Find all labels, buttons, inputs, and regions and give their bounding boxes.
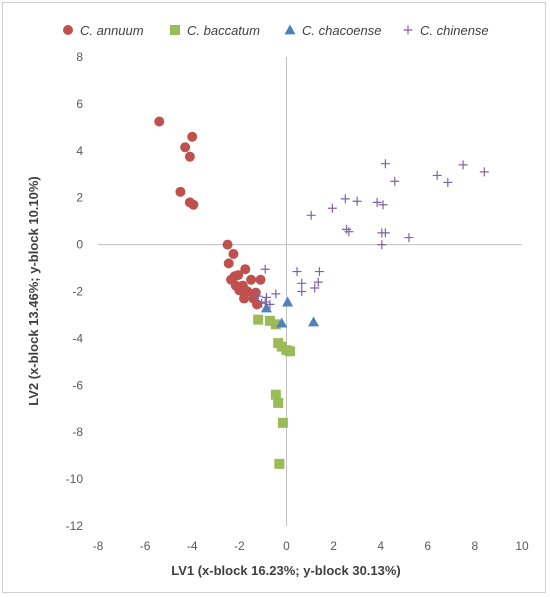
- data-point: [270, 319, 281, 330]
- data-point: [380, 159, 390, 169]
- y-axis-title: LV2 (x-block 13.46%; y-block 10.10%): [26, 176, 41, 406]
- legend-marker: [403, 25, 413, 35]
- x-tick-labels: -8 -6 -4 -2 0 2 4 6 8 10: [93, 539, 529, 553]
- y-tick-label: -10: [66, 472, 84, 486]
- data-point: [292, 267, 302, 277]
- data-point: [479, 167, 489, 177]
- legend-marker: [63, 25, 73, 35]
- data-point: [377, 240, 387, 250]
- y-tick-label: -4: [72, 331, 83, 345]
- x-tick-label: 8: [472, 539, 479, 553]
- data-point: [233, 270, 244, 281]
- data-point: [253, 291, 263, 301]
- x-tick-label: 0: [283, 539, 290, 553]
- data-point: [344, 227, 354, 237]
- data-point: [180, 142, 191, 153]
- legend: C. annuum C. baccatum C. chacoense C. chine…: [63, 23, 489, 38]
- y-tick-labels: -12 -10 -8 -6 -4 -2 0 2 4 6 8: [66, 50, 84, 533]
- data-point: [270, 389, 281, 400]
- series-group: [154, 116, 266, 310]
- data-point: [306, 210, 316, 220]
- y-tick-label: 8: [76, 50, 83, 64]
- data-point: [257, 298, 267, 308]
- x-tick-label: -8: [93, 539, 104, 553]
- data-point: [154, 116, 165, 127]
- data-point: [297, 278, 307, 288]
- y-tick-label: 0: [76, 238, 83, 252]
- data-point: [308, 316, 320, 327]
- y-tick-label: -12: [66, 519, 84, 533]
- data-point: [284, 346, 295, 357]
- data-point: [297, 287, 307, 296]
- data-point: [271, 289, 281, 299]
- x-tick-label: -4: [187, 539, 198, 553]
- data-point: [175, 186, 186, 197]
- data-point: [260, 264, 270, 274]
- data-point: [260, 302, 272, 313]
- series-group: [260, 296, 320, 328]
- data-point: [380, 228, 390, 238]
- legend-label: C. chinense: [420, 23, 489, 38]
- data-point: [310, 283, 320, 293]
- data-point: [274, 458, 285, 469]
- data-point: [255, 274, 266, 285]
- data-point: [340, 194, 350, 204]
- y-tick-label: -6: [72, 378, 83, 392]
- legend-marker: [284, 24, 296, 35]
- data-point: [264, 315, 275, 326]
- data-point: [277, 417, 288, 428]
- series-group: [253, 159, 489, 309]
- data-point: [188, 199, 199, 210]
- y-tick-label: 2: [76, 191, 83, 205]
- data-point: [404, 233, 414, 243]
- data-point: [327, 203, 337, 213]
- legend-label: C. annuum: [80, 23, 144, 38]
- x-tick-label: 4: [377, 539, 384, 553]
- data-point: [184, 151, 195, 162]
- data-point: [234, 285, 245, 296]
- data-point: [228, 248, 239, 259]
- data-point: [372, 197, 382, 207]
- y-tick-label: -8: [72, 425, 83, 439]
- data-point: [378, 200, 388, 210]
- x-tick-label: -6: [140, 539, 151, 553]
- legend-label: C. chacoense: [302, 23, 382, 38]
- data-point: [273, 397, 284, 408]
- data-point: [261, 292, 271, 302]
- data-point: [240, 264, 251, 275]
- data-point: [282, 296, 294, 307]
- legend-marker: [170, 25, 180, 35]
- data-point: [265, 299, 275, 309]
- x-tick-label: 6: [424, 539, 431, 553]
- data-point: [313, 277, 323, 287]
- chart-frame: [2, 2, 546, 593]
- data-point: [239, 293, 250, 304]
- data-point: [187, 131, 198, 142]
- y-tick-label: 4: [76, 144, 83, 158]
- data-point: [223, 258, 234, 269]
- series-group: [253, 314, 295, 469]
- data-point: [443, 177, 453, 187]
- y-tick-label: -2: [72, 285, 83, 299]
- axes: [98, 57, 522, 526]
- legend-label: C. baccatum: [187, 23, 260, 38]
- data-point: [246, 274, 257, 285]
- data-point: [276, 317, 288, 328]
- y-tick-label: 6: [76, 97, 83, 111]
- data-point: [352, 196, 362, 206]
- data-point: [458, 160, 468, 170]
- data-point: [432, 170, 442, 180]
- data-point: [252, 299, 262, 310]
- data-point: [253, 314, 264, 325]
- x-axis-title: LV1 (x-block 16.23%; y-block 30.13%): [171, 563, 401, 578]
- data-points: [154, 116, 489, 469]
- data-point: [314, 267, 324, 277]
- x-tick-label: -2: [234, 539, 245, 553]
- data-point: [390, 176, 400, 186]
- data-point: [342, 224, 352, 234]
- x-tick-label: 2: [330, 539, 337, 553]
- x-tick-label: 10: [515, 539, 529, 553]
- data-point: [222, 239, 233, 250]
